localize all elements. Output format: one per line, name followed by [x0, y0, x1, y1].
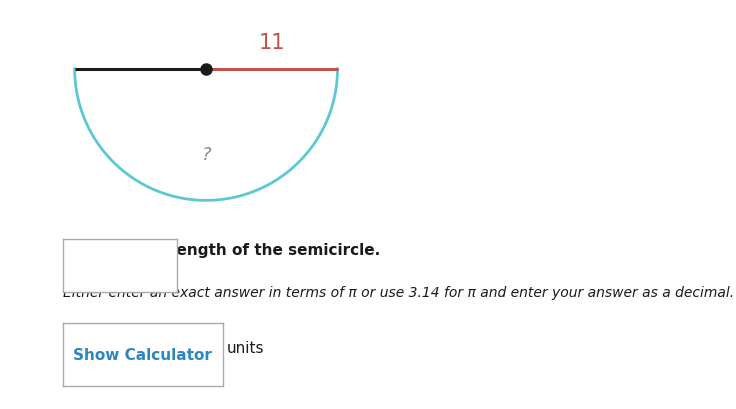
Text: 11: 11	[258, 33, 285, 53]
Text: Either enter an exact answer in terms of π or use 3.14 for π and enter your answ: Either enter an exact answer in terms of…	[63, 285, 734, 299]
Text: ?: ?	[202, 146, 210, 164]
Text: units: units	[227, 341, 264, 355]
Text: Find the arc length of the semicircle.: Find the arc length of the semicircle.	[63, 243, 380, 257]
Text: Show Calculator: Show Calculator	[74, 347, 212, 362]
